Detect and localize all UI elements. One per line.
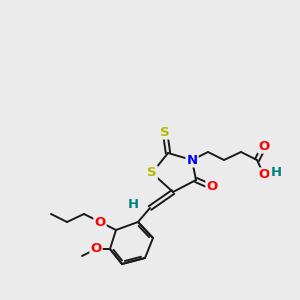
Text: O: O: [258, 140, 270, 152]
Text: O: O: [90, 242, 102, 256]
Text: H: H: [128, 199, 139, 212]
Text: S: S: [160, 125, 170, 139]
Text: S: S: [147, 167, 157, 179]
Text: H: H: [270, 167, 282, 179]
Text: O: O: [206, 181, 218, 194]
Text: O: O: [94, 215, 106, 229]
Text: O: O: [258, 169, 270, 182]
Text: N: N: [186, 154, 198, 166]
